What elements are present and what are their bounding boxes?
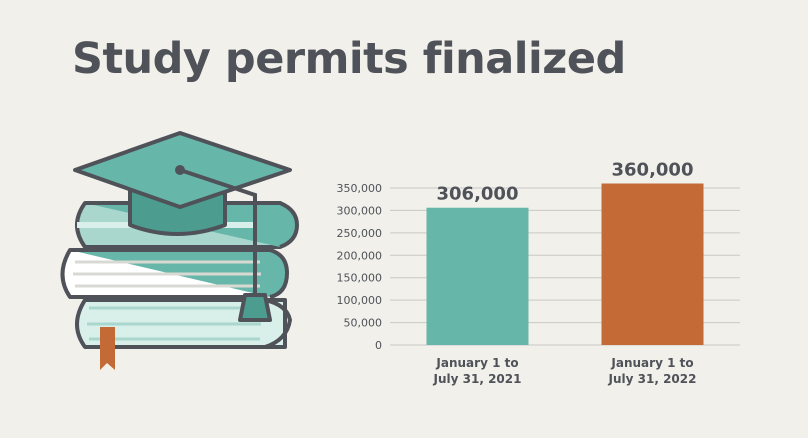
bar xyxy=(601,183,704,345)
bar-chart: 0 50,000 100,000 150,000 200,000 250,000 300,0… xyxy=(300,140,780,410)
y-tick-label: 350,000 xyxy=(337,182,383,195)
y-tick-label: 100,000 xyxy=(337,294,383,307)
y-tick-label: 0 xyxy=(375,339,382,352)
y-tick-label: 150,000 xyxy=(337,272,383,285)
y-tick-label: 300,000 xyxy=(337,204,383,217)
graduation-cap-on-books-icon xyxy=(55,125,305,380)
y-tick-label: 200,000 xyxy=(337,249,383,262)
bottom-book-icon xyxy=(75,298,293,370)
x-tick-label: January 1 to xyxy=(435,356,518,370)
x-tick-label: July 31, 2022 xyxy=(608,372,697,386)
bar xyxy=(426,207,529,345)
data-label: 306,000 xyxy=(437,184,519,205)
x-tick-label: January 1 to xyxy=(610,356,693,370)
middle-book-icon xyxy=(60,248,290,299)
y-tick-label: 250,000 xyxy=(337,227,383,240)
data-label: 360,000 xyxy=(612,160,694,181)
graduation-cap-icon xyxy=(73,131,292,322)
y-tick-label: 50,000 xyxy=(344,317,383,330)
x-tick-label: July 31, 2021 xyxy=(433,372,522,386)
page-title: Study permits finalized xyxy=(72,34,626,84)
